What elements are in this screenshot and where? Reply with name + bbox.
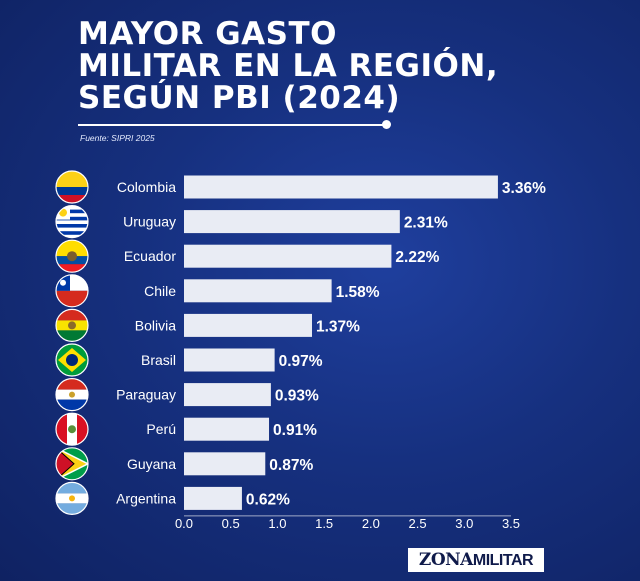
flag-ring — [55, 481, 89, 515]
x-tick-label: 2.5 — [409, 516, 427, 531]
flag-ring — [55, 170, 89, 204]
chart-title: MAYOR GASTO MILITAR EN LA REGIÓN, SEGÚN … — [78, 18, 498, 114]
category-label: Ecuador — [124, 248, 176, 264]
x-tick-label: 0.0 — [175, 516, 193, 531]
title-line-2: MILITAR EN LA REGIÓN, — [78, 48, 499, 84]
bar — [184, 175, 498, 199]
value-label: 0.93% — [275, 388, 319, 405]
uruguay-flag-icon — [55, 205, 89, 239]
value-label: 2.22% — [395, 249, 439, 266]
x-tick-label: 3.5 — [502, 516, 520, 531]
flag-ring — [55, 447, 89, 481]
value-label: 0.91% — [273, 422, 317, 439]
source-note: Fuente: SIPRI 2025 — [80, 133, 155, 143]
category-label: Paraguay — [116, 387, 176, 403]
flag-ring — [55, 308, 89, 342]
ecuador-flag-icon — [55, 239, 89, 273]
flag-ring — [55, 378, 89, 412]
bolivia-flag-icon — [55, 308, 89, 342]
flag-ring — [55, 205, 89, 239]
colombia-flag-icon — [55, 170, 89, 204]
argentina-flag-icon — [55, 481, 89, 515]
category-label: Perú — [146, 421, 176, 437]
flag-ring — [55, 274, 89, 308]
category-label: Guyana — [127, 456, 176, 472]
bar — [184, 313, 312, 337]
zona-militar-logo: ZONAMILITAR — [408, 548, 544, 572]
x-tick-label: 1.5 — [315, 516, 333, 531]
title-line-1: MAYOR GASTO — [78, 16, 337, 52]
category-label: Colombia — [117, 179, 176, 195]
flag-ring — [55, 239, 89, 273]
category-label: Argentina — [116, 490, 176, 506]
bar-chart: Colombia 3.36% Uruguay 2.31% Ecuador 2.22% Chi… — [55, 170, 546, 531]
bar — [184, 383, 271, 407]
x-tick-label: 1.0 — [268, 516, 286, 531]
title-underline-dot — [382, 120, 391, 129]
x-tick-label: 3.0 — [455, 516, 473, 531]
x-tick-label: 0.5 — [222, 516, 240, 531]
flag-ring — [55, 343, 89, 377]
value-label: 0.87% — [269, 457, 313, 474]
bar — [184, 486, 242, 510]
value-label: 1.37% — [316, 318, 360, 335]
bar — [184, 417, 270, 441]
bar — [184, 452, 266, 476]
flag-ring — [55, 412, 89, 446]
bars-group: Colombia 3.36% Uruguay 2.31% Ecuador 2.22% Chi… — [116, 175, 546, 510]
x-tick-label: 2.0 — [362, 516, 380, 531]
bar — [184, 244, 392, 268]
value-label: 2.31% — [404, 215, 448, 232]
guyana-flag-icon — [55, 447, 89, 481]
peru-flag-icon — [55, 412, 89, 446]
bar — [184, 279, 332, 303]
category-label: Brasil — [141, 352, 176, 368]
category-label: Chile — [144, 283, 176, 299]
category-label: Bolivia — [135, 317, 176, 333]
logo-text-zona: ZONA — [418, 550, 473, 570]
paraguay-flag-icon — [55, 378, 89, 412]
title-line-3: SEGÚN PBI (2024) — [78, 80, 401, 116]
flags-group — [55, 170, 89, 515]
brasil-flag-icon — [55, 343, 89, 377]
logo-text-militar: MILITAR — [472, 552, 534, 569]
bar — [184, 348, 275, 372]
bar — [184, 210, 400, 234]
value-label: 0.62% — [246, 491, 290, 508]
title-underline — [78, 124, 386, 126]
value-label: 3.36% — [502, 180, 546, 197]
x-axis: 0.0 0.5 1.0 1.5 2.0 2.5 3.0 3.5 — [175, 515, 520, 531]
value-label: 1.58% — [336, 284, 380, 301]
category-label: Uruguay — [123, 214, 176, 230]
chile-flag-icon — [55, 274, 89, 308]
value-label: 0.97% — [279, 353, 323, 370]
